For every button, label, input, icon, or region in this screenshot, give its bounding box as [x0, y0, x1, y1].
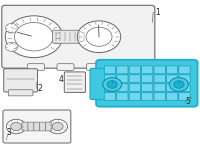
FancyBboxPatch shape: [129, 75, 140, 83]
FancyBboxPatch shape: [57, 64, 74, 70]
Circle shape: [103, 78, 122, 91]
FancyBboxPatch shape: [8, 90, 33, 96]
FancyBboxPatch shape: [129, 93, 140, 101]
FancyBboxPatch shape: [64, 72, 85, 92]
Circle shape: [52, 122, 63, 131]
FancyBboxPatch shape: [40, 122, 46, 131]
Circle shape: [107, 81, 117, 88]
FancyBboxPatch shape: [154, 84, 165, 92]
FancyBboxPatch shape: [104, 84, 116, 92]
FancyBboxPatch shape: [117, 66, 128, 74]
Circle shape: [169, 78, 188, 91]
FancyBboxPatch shape: [3, 110, 71, 143]
FancyBboxPatch shape: [129, 84, 140, 92]
Circle shape: [5, 16, 63, 58]
FancyBboxPatch shape: [22, 122, 28, 131]
FancyBboxPatch shape: [46, 122, 52, 131]
Circle shape: [14, 22, 53, 51]
FancyBboxPatch shape: [53, 30, 87, 43]
FancyBboxPatch shape: [179, 75, 190, 83]
FancyBboxPatch shape: [104, 75, 116, 83]
FancyBboxPatch shape: [34, 122, 40, 131]
Text: 1: 1: [155, 8, 160, 17]
FancyBboxPatch shape: [28, 122, 34, 131]
FancyBboxPatch shape: [179, 66, 190, 74]
Text: 2: 2: [38, 84, 43, 93]
FancyBboxPatch shape: [142, 75, 153, 83]
FancyBboxPatch shape: [2, 5, 155, 68]
Circle shape: [86, 27, 112, 46]
Text: 3: 3: [6, 128, 11, 137]
Circle shape: [77, 21, 121, 53]
FancyBboxPatch shape: [154, 66, 165, 74]
FancyBboxPatch shape: [179, 84, 190, 92]
FancyBboxPatch shape: [104, 66, 116, 74]
Text: 4: 4: [59, 76, 64, 85]
FancyBboxPatch shape: [154, 75, 165, 83]
FancyBboxPatch shape: [96, 60, 198, 107]
FancyBboxPatch shape: [117, 93, 128, 101]
FancyBboxPatch shape: [104, 93, 116, 101]
FancyBboxPatch shape: [117, 84, 128, 92]
FancyBboxPatch shape: [129, 66, 140, 74]
FancyBboxPatch shape: [142, 93, 153, 101]
FancyBboxPatch shape: [166, 93, 178, 101]
FancyBboxPatch shape: [142, 84, 153, 92]
FancyBboxPatch shape: [27, 64, 44, 70]
Circle shape: [6, 119, 26, 134]
Circle shape: [5, 24, 18, 33]
Circle shape: [11, 122, 22, 131]
FancyBboxPatch shape: [87, 64, 104, 70]
Circle shape: [174, 81, 184, 88]
FancyBboxPatch shape: [179, 93, 190, 101]
FancyBboxPatch shape: [166, 84, 178, 92]
FancyBboxPatch shape: [166, 66, 178, 74]
FancyBboxPatch shape: [4, 69, 37, 92]
Circle shape: [48, 119, 67, 134]
Text: 5: 5: [186, 97, 191, 106]
Circle shape: [5, 42, 18, 51]
FancyBboxPatch shape: [116, 64, 133, 70]
FancyBboxPatch shape: [166, 75, 178, 83]
FancyBboxPatch shape: [90, 69, 106, 100]
FancyBboxPatch shape: [154, 93, 165, 101]
FancyBboxPatch shape: [117, 75, 128, 83]
FancyBboxPatch shape: [142, 66, 153, 74]
